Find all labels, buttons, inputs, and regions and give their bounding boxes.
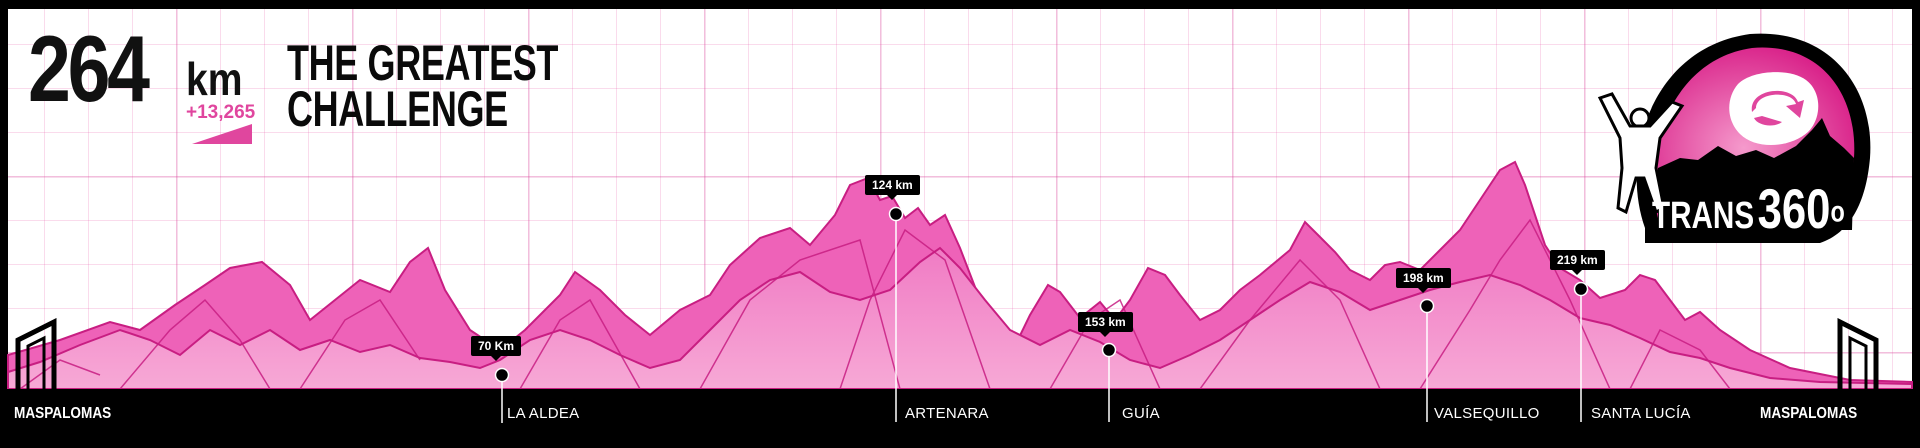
logo-text-prefix: TRANS xyxy=(1652,195,1755,237)
logo-text-number: 360 xyxy=(1757,177,1831,240)
checkpoint-km-tag: 153 km xyxy=(1078,312,1133,337)
checkpoint-marker xyxy=(1101,342,1117,422)
elevation-wedge-icon xyxy=(192,124,252,144)
checkpoint-town: SANTA LUCÍA xyxy=(1591,405,1691,422)
elevation-chart-panel xyxy=(8,9,1912,389)
checkpoint-town: ARTENARA xyxy=(905,405,989,422)
logo-text-degree: o xyxy=(1830,195,1845,229)
slogan: THE GREATEST CHALLENGE xyxy=(287,35,559,137)
slogan-line-1: THE GREATEST xyxy=(287,35,559,91)
checkpoint-marker xyxy=(1573,281,1589,422)
start-label: MASPALOMAS xyxy=(14,405,112,422)
runner-island-logo-icon xyxy=(1597,33,1871,243)
elevation-gain: +13,265 xyxy=(186,102,256,123)
checkpoint-km-tag: 70 Km xyxy=(471,336,522,361)
total-distance: 264 xyxy=(28,16,150,121)
mountain-front-ridge xyxy=(7,246,1913,390)
slogan-line-2: CHALLENGE xyxy=(287,81,508,137)
checkpoint-town: GUÍA xyxy=(1122,405,1160,422)
start-arch-icon xyxy=(15,318,57,390)
checkpoint-km-tag: 198 km xyxy=(1396,268,1451,293)
mountain-contour-lines xyxy=(19,218,1731,390)
checkpoint-town: LA ALDEA xyxy=(507,405,580,422)
distance-unit: km xyxy=(186,53,243,105)
route-bar xyxy=(0,389,1920,448)
finish-arch-icon xyxy=(1837,318,1879,390)
checkpoint-marker xyxy=(888,206,904,422)
checkpoint-town: VALSEQUILLO xyxy=(1434,405,1540,422)
checkpoint-marker xyxy=(494,367,510,423)
logo-wordmark: TRANS 360o xyxy=(1652,176,1845,241)
checkpoint-km-tag: 124 km xyxy=(865,175,920,200)
checkpoint-km-tag: 219 km xyxy=(1550,250,1605,275)
finish-label: MASPALOMAS xyxy=(1760,405,1858,422)
checkpoint-marker xyxy=(1419,298,1435,422)
